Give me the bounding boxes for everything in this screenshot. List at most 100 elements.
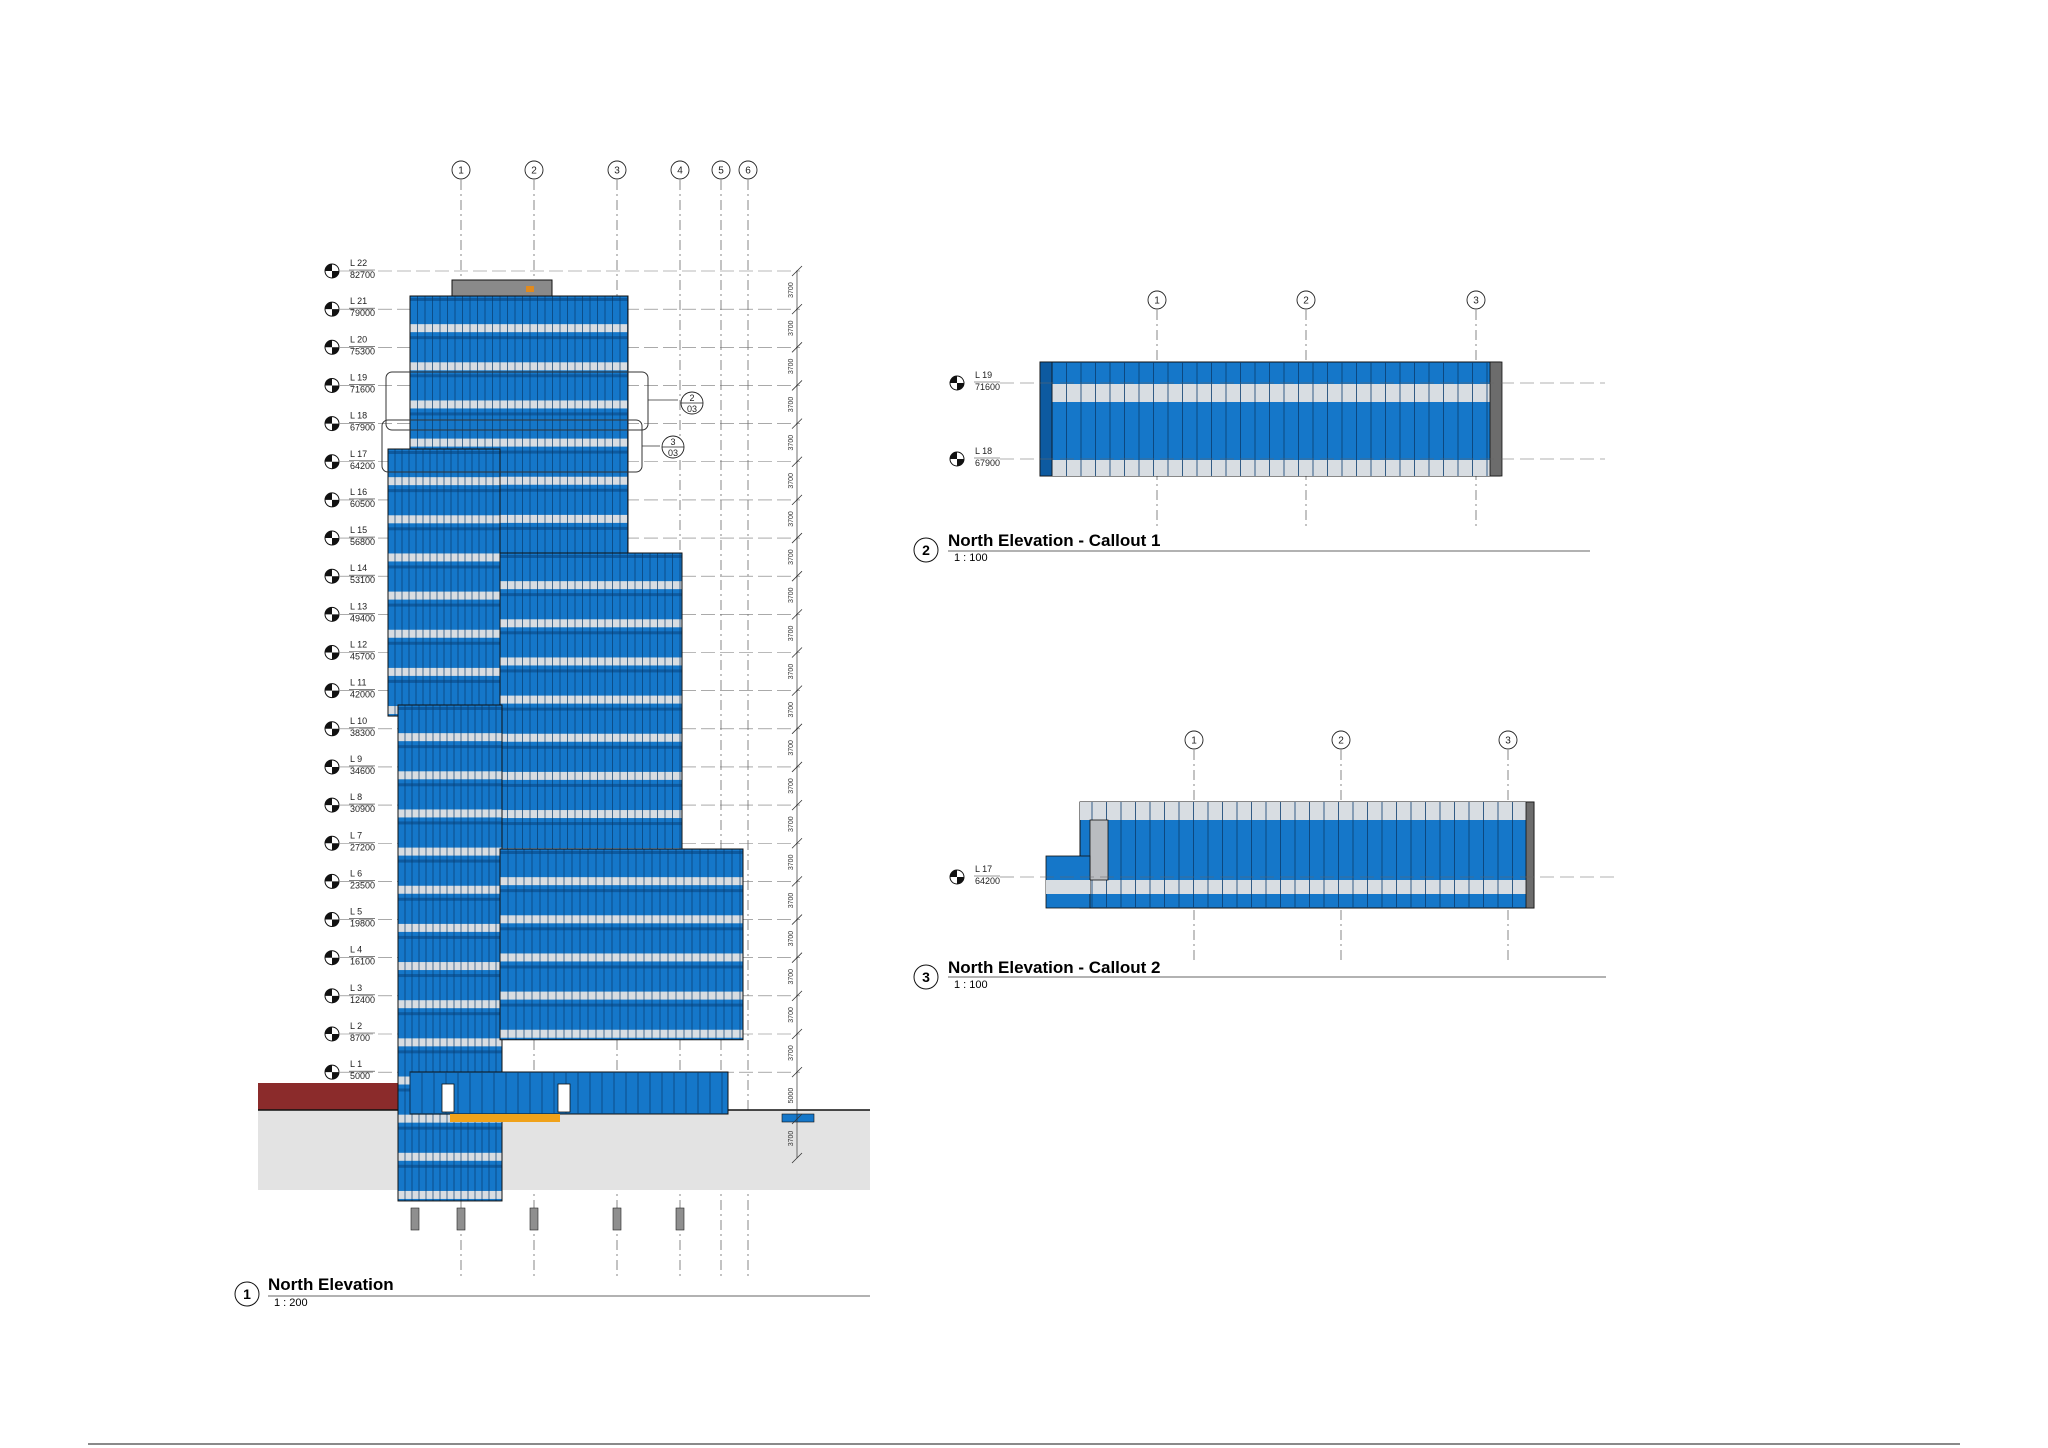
dim-tick xyxy=(791,1066,803,1078)
dim-tick xyxy=(791,761,803,773)
pile xyxy=(612,1207,622,1231)
callout2-grid-bubble-2-label: 2 xyxy=(1338,736,1344,747)
dim-tick xyxy=(791,952,803,963)
dim-tick xyxy=(791,1152,803,1164)
dim-tick xyxy=(791,570,803,582)
view-title-1: 1 North Elevation 1 : 200 xyxy=(234,1275,870,1309)
level-1-elev: 79000 xyxy=(350,308,375,318)
dim-tick xyxy=(791,532,803,544)
level-10-elev: 45700 xyxy=(350,652,375,662)
level-3-elev: 71600 xyxy=(350,384,375,394)
level-6-elev: 60500 xyxy=(350,499,375,509)
level-7-name: L 15 xyxy=(350,525,367,535)
callout2-grid-bubble-2 xyxy=(1331,730,1351,750)
level-8-name: L 14 xyxy=(350,563,367,573)
ground-signage xyxy=(450,1114,560,1122)
grid-bubble-1-label: 1 xyxy=(458,166,464,177)
dim-text: 3700 xyxy=(788,893,795,909)
block-left-mid xyxy=(387,448,501,717)
level-9-name: L 13 xyxy=(350,601,367,611)
callout1-grid-bubble-2 xyxy=(1296,290,1316,310)
view-scale-2: 1 : 100 xyxy=(954,552,988,564)
dim-text: 3700 xyxy=(788,778,795,794)
callout1-grid-bubble-3-label: 3 xyxy=(1473,296,1479,307)
callout-1-view: 1 2 3 L 19 71600 L 18 67900 2 North Elevation… xyxy=(913,290,1605,564)
view-number-1: 1 xyxy=(243,1286,251,1302)
dim-tick xyxy=(791,380,803,391)
callout2-edge-right xyxy=(1525,801,1535,909)
level-13-name: L 9 xyxy=(350,754,362,764)
level-4-name: L 18 xyxy=(350,411,367,421)
entry-door-1 xyxy=(441,1083,455,1113)
callout-tag-3-view: 3 xyxy=(670,437,675,447)
callout2-grid-bubble-1-label: 1 xyxy=(1191,736,1197,747)
level-21-name: L 1 xyxy=(350,1059,362,1069)
callout2-grid-bubble-1 xyxy=(1184,730,1204,750)
view-number-2: 2 xyxy=(922,542,930,558)
grid-bubble-4 xyxy=(670,160,690,180)
level-19-name: L 3 xyxy=(350,983,362,993)
grid-bubble-3 xyxy=(607,160,627,180)
level-0-name: L 22 xyxy=(350,258,367,268)
view-title-text-1: North Elevation xyxy=(268,1275,394,1294)
callout2-spandrel-top xyxy=(1080,802,1534,820)
dim-text: 3700 xyxy=(788,587,795,603)
roof-equipment xyxy=(526,286,534,292)
dim-tick xyxy=(791,609,803,620)
level-2-name: L 20 xyxy=(350,334,367,344)
view-scale-3: 1 : 100 xyxy=(954,979,988,991)
level-14-name: L 8 xyxy=(350,792,362,802)
callout1-spandrel-upper xyxy=(1040,384,1500,402)
dim-text: 3700 xyxy=(788,282,795,298)
grid-bubble-3-label: 3 xyxy=(614,166,620,177)
pile xyxy=(675,1207,685,1231)
level-1-name: L 21 xyxy=(350,296,367,306)
callout1-level-1-elev: 67900 xyxy=(975,458,1000,468)
callout-2-levels: L 17 64200 xyxy=(949,864,1620,886)
block-left-lower xyxy=(397,704,503,1202)
dim-text: 3700 xyxy=(788,969,795,985)
roof-plant xyxy=(451,279,553,297)
dim-text: 3700 xyxy=(788,320,795,336)
callout1-grid-bubble-1-label: 1 xyxy=(1154,296,1160,307)
grid-bubble-5 xyxy=(711,160,731,180)
dim-text: 5000 xyxy=(788,1088,795,1104)
view-title-text-3: North Elevation - Callout 2 xyxy=(948,958,1161,977)
callout1-spandrel-lower xyxy=(1040,460,1500,476)
callout-tag-2-view: 2 xyxy=(689,393,694,403)
level-11-name: L 11 xyxy=(350,678,367,688)
level-13-elev: 34600 xyxy=(350,766,375,776)
level-12-elev: 38300 xyxy=(350,728,375,738)
dim-tick xyxy=(791,990,803,1002)
dim-tick xyxy=(791,1113,803,1125)
block-right-lower xyxy=(499,848,744,1041)
callout2-level-0-elev: 64200 xyxy=(975,876,1000,886)
dim-text: 3700 xyxy=(788,1045,795,1061)
callout-1-grids: 1 2 3 xyxy=(1147,290,1486,528)
ground-section xyxy=(258,1110,870,1190)
callout1-edge-right xyxy=(1489,361,1503,477)
level-20-elev: 8700 xyxy=(350,1033,370,1043)
callout2-grid-bubble-3 xyxy=(1498,730,1518,750)
dim-text: 3700 xyxy=(788,740,795,756)
callout-1-facade xyxy=(1039,361,1503,477)
callout-2-grids: 1 2 3 xyxy=(1184,730,1518,962)
level-15-elev: 27200 xyxy=(350,842,375,852)
callout1-level-0-name: L 19 xyxy=(975,370,992,380)
pile xyxy=(410,1207,420,1231)
dim-tick xyxy=(791,303,803,315)
level-3-name: L 19 xyxy=(350,372,367,382)
callout-tag-2: 2 03 xyxy=(680,391,704,415)
block-right-mid xyxy=(499,552,683,897)
dim-text: 3700 xyxy=(788,702,795,718)
level-4-elev: 67900 xyxy=(350,423,375,433)
grid-bubble-2-label: 2 xyxy=(531,166,537,177)
callout-2-facade xyxy=(1045,801,1535,909)
pile xyxy=(456,1207,466,1231)
building-facade xyxy=(387,279,815,1202)
callout-tag-3-sheet: 03 xyxy=(668,448,678,458)
level-18-elev: 16100 xyxy=(350,957,375,967)
pile xyxy=(529,1207,539,1231)
